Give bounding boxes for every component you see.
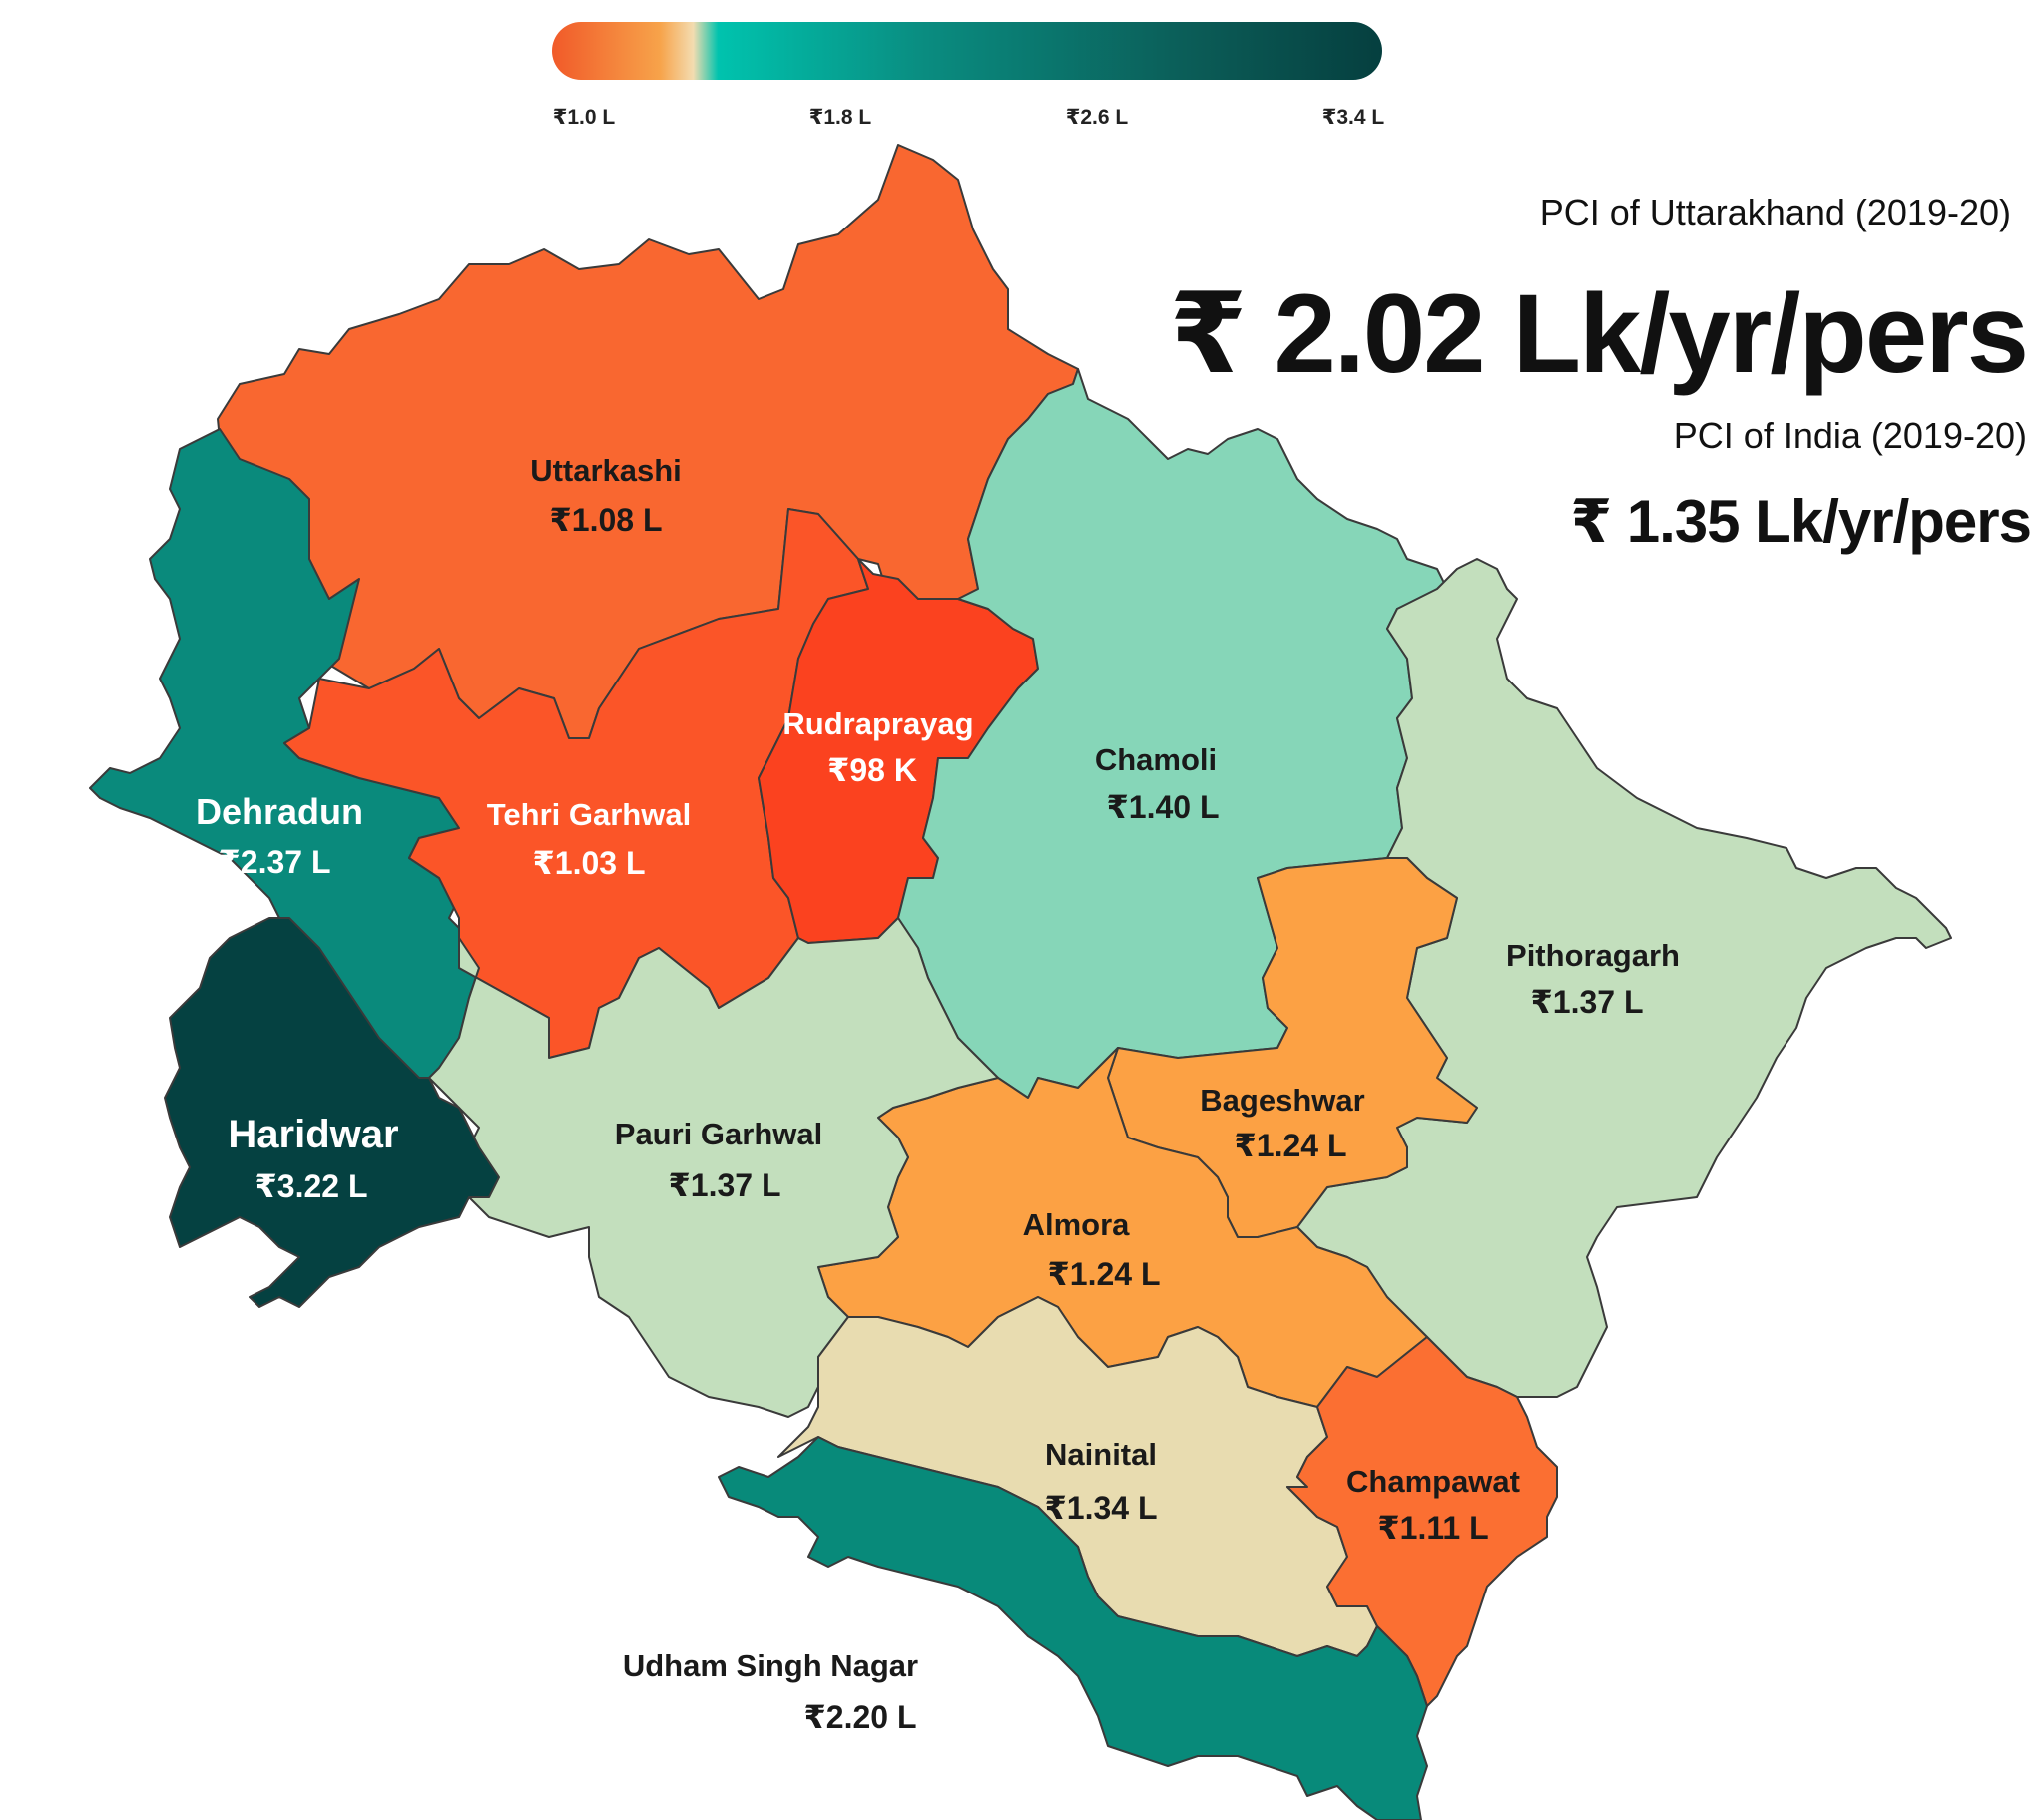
legend-tick-4: ₹3.4 L <box>1322 106 1385 129</box>
district-labels: Uttarkashi ₹1.08 L Dehradun ₹2.37 L Tehr… <box>196 453 1680 1735</box>
label-dehradun-value: ₹2.37 L <box>219 844 331 880</box>
legend-tick-1: ₹1.0 L <box>553 106 616 129</box>
label-uttarkashi-value: ₹1.08 L <box>550 502 663 538</box>
label-tehri-garhwal-value: ₹1.03 L <box>533 845 646 881</box>
label-champawat-value: ₹1.11 L <box>1377 1510 1488 1546</box>
label-rudraprayag-value: ₹98 K <box>827 752 917 788</box>
label-haridwar-name: Haridwar <box>228 1113 398 1156</box>
label-pithoragarh-name: Pithoragarh <box>1506 938 1680 973</box>
label-nainital-name: Nainital <box>1045 1437 1157 1472</box>
district-regions <box>89 144 1952 1820</box>
label-tehri-garhwal-name: Tehri Garhwal <box>487 797 691 832</box>
label-haridwar-value: ₹3.22 L <box>255 1168 368 1204</box>
color-legend: ₹1.0 L ₹1.8 L ₹2.6 L ₹3.4 L <box>552 22 1384 129</box>
label-pauri-garhwal-value: ₹1.37 L <box>669 1167 781 1203</box>
label-bageshwar-value: ₹1.24 L <box>1235 1128 1347 1163</box>
state-pci-value: ₹ 2.02 Lk/yr/pers <box>1169 271 2029 396</box>
label-almora-value: ₹1.24 L <box>1048 1256 1161 1292</box>
india-pci-value: ₹ 1.35 Lk/yr/pers <box>1570 488 2032 555</box>
region-udham-singh-nagar <box>718 1436 1428 1820</box>
label-bageshwar-name: Bageshwar <box>1200 1083 1364 1118</box>
label-nainital-value: ₹1.34 L <box>1045 1490 1158 1526</box>
label-chamoli-value: ₹1.40 L <box>1107 789 1220 825</box>
label-rudraprayag-name: Rudraprayag <box>782 706 973 741</box>
legend-tick-2: ₹1.8 L <box>809 106 872 129</box>
label-udham-singh-nagar-name: Udham Singh Nagar <box>623 1648 918 1683</box>
legend-gradient-bar <box>552 22 1382 80</box>
label-chamoli-name: Chamoli <box>1095 742 1217 777</box>
label-dehradun-name: Dehradun <box>196 791 363 832</box>
legend-tick-3: ₹2.6 L <box>1066 106 1129 129</box>
label-pauri-garhwal-name: Pauri Garhwal <box>615 1117 822 1151</box>
label-uttarkashi-name: Uttarkashi <box>530 453 682 488</box>
label-udham-singh-nagar-value: ₹2.20 L <box>804 1699 917 1735</box>
state-pci-caption: PCI of Uttarakhand (2019-20) <box>1539 192 2011 232</box>
india-pci-caption: PCI of India (2019-20) <box>1673 415 2027 456</box>
region-pauri-garhwal <box>428 917 999 1418</box>
label-almora-name: Almora <box>1023 1207 1131 1242</box>
region-haridwar <box>164 917 500 1308</box>
label-champawat-name: Champawat <box>1346 1464 1520 1499</box>
label-pithoragarh-value: ₹1.37 L <box>1531 984 1644 1020</box>
region-champawat <box>1286 1336 1558 1707</box>
